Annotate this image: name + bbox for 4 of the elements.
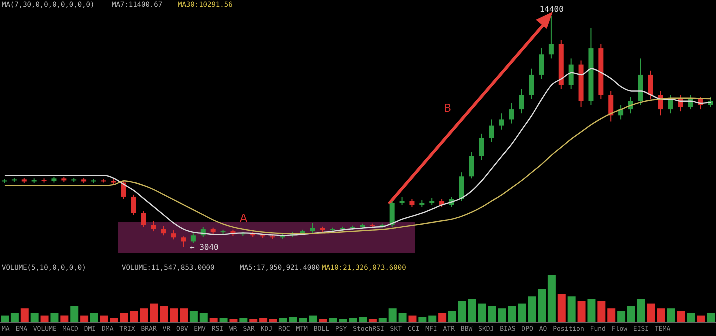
annotation: A (240, 212, 248, 225)
annotation: B (444, 102, 452, 115)
annotation: ← 3040 (190, 242, 220, 252)
text: 14400 (540, 5, 564, 14)
